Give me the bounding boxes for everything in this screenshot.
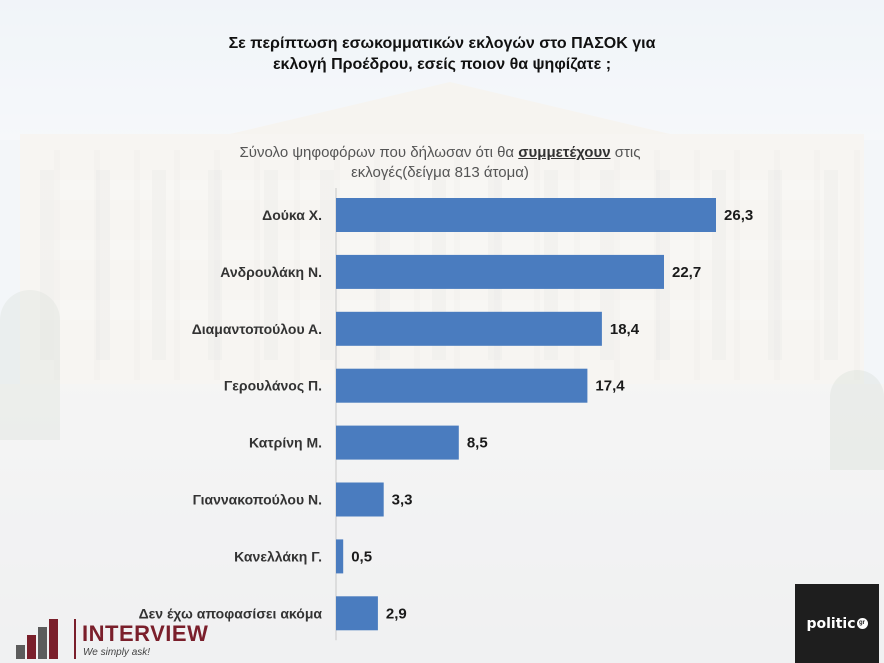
value-label: 26,3 bbox=[724, 207, 753, 224]
bar bbox=[336, 425, 459, 460]
subtitle-text-after: στις bbox=[610, 144, 641, 161]
interview-logo-name: INTERVIEW bbox=[82, 621, 209, 646]
politic-logo: politic gr bbox=[795, 584, 879, 663]
bar bbox=[336, 539, 344, 574]
category-label: Γιαννακοπούλου Ν. bbox=[193, 492, 322, 508]
interview-logo-icon bbox=[16, 619, 68, 659]
category-label: Κανελλάκη Γ. bbox=[234, 548, 322, 564]
bar bbox=[336, 254, 664, 289]
category-label: Δούκα Χ. bbox=[262, 207, 322, 223]
value-label: 17,4 bbox=[595, 378, 625, 395]
politic-logo-badge: gr bbox=[856, 618, 868, 629]
value-label: 0,5 bbox=[351, 548, 372, 565]
category-label: Κατρίνη Μ. bbox=[249, 435, 322, 451]
value-label: 3,3 bbox=[392, 492, 413, 509]
interview-logo: INTERVIEW We simply ask! bbox=[14, 617, 214, 661]
bar bbox=[336, 482, 384, 517]
value-label: 8,5 bbox=[467, 435, 488, 452]
chart-title: Σε περίπτωση εσωκομματικών εκλογών στο Π… bbox=[0, 33, 884, 75]
category-label: Γερουλάνος Π. bbox=[224, 378, 322, 394]
category-label: Δεν έχω αποφασίσει ακόμα bbox=[139, 605, 323, 621]
politic-logo-name: politic bbox=[806, 615, 856, 632]
category-label: Διαμαντοπούλου Α. bbox=[192, 321, 322, 337]
chart-title-line1: Σε περίπτωση εσωκομματικών εκλογών στο Π… bbox=[228, 35, 656, 52]
subtitle-line2: εκλογές(δείγμα 813 άτομα) bbox=[351, 164, 529, 181]
chart-subtitle: Σύνολο ψηφοφόρων που δήλωσαν ότι θα συμμ… bbox=[150, 143, 730, 183]
bar bbox=[336, 311, 602, 346]
chart-title-line2: εκλογή Προέδρου, εσείς ποιον θα ψηφίζατε… bbox=[272, 56, 612, 73]
bar bbox=[336, 596, 378, 631]
bar bbox=[336, 368, 588, 403]
value-label: 22,7 bbox=[672, 264, 701, 281]
subtitle-emphasis: συμμετέχουν bbox=[518, 144, 611, 161]
bar bbox=[336, 198, 716, 232]
value-label: 18,4 bbox=[610, 321, 640, 338]
category-label: Ανδρουλάκη Ν. bbox=[220, 264, 322, 280]
interview-logo-tagline: We simply ask! bbox=[83, 647, 151, 658]
subtitle-text-before: Σύνολο ψηφοφόρων που δήλωσαν ότι θα bbox=[239, 144, 519, 161]
value-label: 2,9 bbox=[386, 605, 407, 622]
